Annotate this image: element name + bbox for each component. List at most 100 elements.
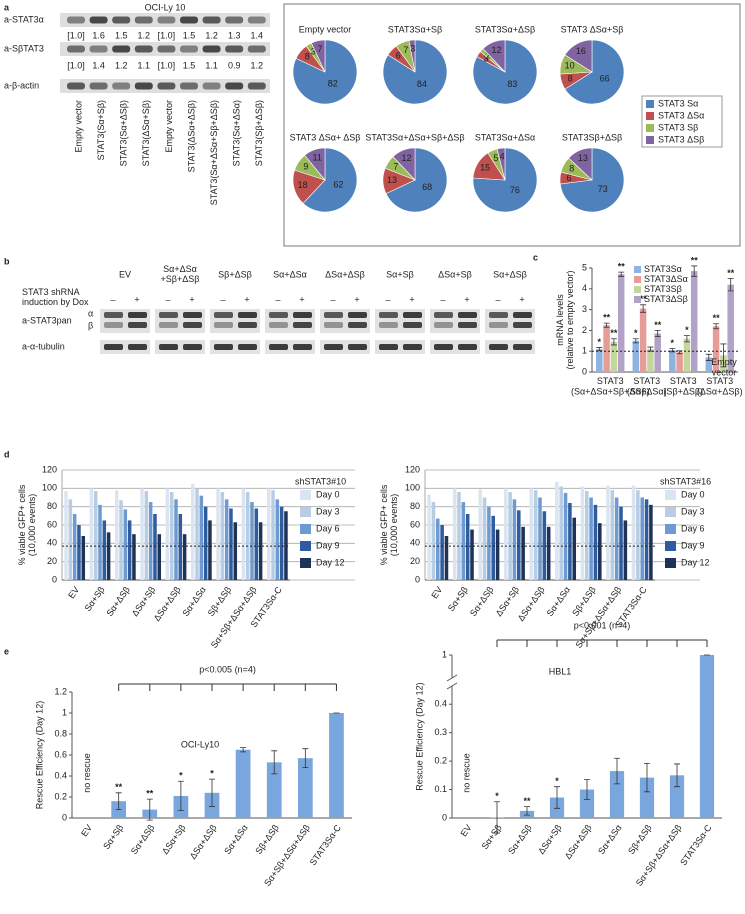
panel-label: b xyxy=(4,256,10,266)
slice-label: 11 xyxy=(313,153,322,163)
bar xyxy=(208,520,212,580)
bar xyxy=(614,497,619,580)
band xyxy=(489,344,508,350)
slice-label: 8 xyxy=(305,52,310,62)
band xyxy=(247,16,266,24)
band xyxy=(324,322,343,328)
x-tick-label: Sα+Sβ+ΔSα+ΔSβ xyxy=(209,585,259,650)
error-bar xyxy=(640,304,647,313)
quantification: 1.5 xyxy=(115,30,128,40)
bar xyxy=(610,490,615,580)
y-tick-label: 60 xyxy=(410,519,420,529)
bar xyxy=(89,488,94,580)
bar xyxy=(563,492,568,580)
bar xyxy=(271,490,275,580)
slice-label: 66 xyxy=(600,73,610,83)
band xyxy=(324,344,343,350)
slice-label: 7 xyxy=(317,44,322,54)
band xyxy=(104,344,123,350)
slice-label: 12 xyxy=(492,45,502,55)
y-tick-label: 0.8 xyxy=(54,728,67,738)
axis-break xyxy=(446,682,458,690)
bar xyxy=(508,492,512,580)
pie-slice xyxy=(382,39,448,105)
row-label: a-β-actin xyxy=(4,80,39,90)
bar xyxy=(279,506,284,580)
slice-label: 15 xyxy=(480,163,490,173)
band xyxy=(180,82,198,90)
significance: ** xyxy=(654,320,662,330)
bar xyxy=(284,511,288,580)
error-bar xyxy=(654,330,661,338)
significance: * xyxy=(685,325,689,335)
x-tick-label: ΔSα+ΔSβ xyxy=(188,823,219,861)
bar xyxy=(241,488,246,580)
legend-label: Day 3 xyxy=(681,506,705,516)
dox-sign: – xyxy=(165,294,170,304)
y-tick-label: 0.3 xyxy=(434,727,447,737)
legend-label: STAT3 ΔSα xyxy=(658,110,704,120)
band xyxy=(434,322,453,328)
error-bar xyxy=(632,338,639,344)
x-tick-label: Sα+ΔSβ xyxy=(468,585,495,618)
slice-label: 83 xyxy=(507,79,517,89)
bar xyxy=(487,506,491,580)
bar xyxy=(491,515,496,580)
x-tick-label: EV xyxy=(429,585,444,601)
bar xyxy=(644,499,649,580)
panel-label: c xyxy=(533,252,538,262)
bar xyxy=(589,497,593,580)
row-label: α xyxy=(88,308,93,318)
band xyxy=(403,312,422,318)
dox-sign: + xyxy=(299,294,304,304)
y-tick-label: 1 xyxy=(442,649,447,659)
y-tick-label: 100 xyxy=(405,483,420,493)
row-label: a-α-tubulin xyxy=(22,341,65,351)
x-tick-label: ΔSα+Sβ xyxy=(160,823,187,856)
chart-title: HBL1 xyxy=(549,666,572,676)
band xyxy=(104,322,123,328)
bar xyxy=(132,534,136,580)
error-bar xyxy=(302,748,309,768)
error-bar xyxy=(271,750,278,775)
error-bar xyxy=(603,322,610,328)
null-label: no rescue xyxy=(82,753,92,793)
band xyxy=(513,312,532,318)
bar xyxy=(482,497,487,580)
band xyxy=(458,312,477,318)
pie-title: STAT3Sα+ΔSβ xyxy=(475,24,535,34)
band xyxy=(434,312,453,318)
y-tick-label: 20 xyxy=(410,556,420,566)
band xyxy=(324,312,343,318)
slice-label: 8 xyxy=(568,73,573,83)
x-tick-label: STAT3 (Sα+ΔSα+Sβ+ΔSβ) xyxy=(571,376,650,396)
significance: ** xyxy=(727,268,735,278)
bar xyxy=(297,758,313,818)
slice-label: 8 xyxy=(569,163,574,173)
band xyxy=(238,322,257,328)
x-tick-label: ΔSα+Sβ xyxy=(494,585,521,618)
bar xyxy=(93,491,98,580)
group-label: ΔSα+ΔSβ xyxy=(325,269,365,279)
y-tick-label: 100 xyxy=(42,483,57,493)
pie-frame xyxy=(283,3,741,247)
bar xyxy=(254,508,259,580)
bar xyxy=(440,525,444,580)
slice-label: 18 xyxy=(298,180,308,190)
dox-sign: – xyxy=(385,294,390,304)
legend-label: Day 12 xyxy=(681,557,710,567)
bar xyxy=(452,488,457,580)
y-axis-label: Rescue Efficiency (Day 12) xyxy=(414,682,424,790)
bar xyxy=(148,502,153,580)
quantification: 1.2 xyxy=(205,30,218,40)
significance: * xyxy=(495,791,499,801)
y-tick-label: 0.6 xyxy=(54,749,67,759)
bar xyxy=(683,338,691,372)
bar xyxy=(669,775,685,818)
legend-label: Day 9 xyxy=(681,540,705,550)
bar xyxy=(690,271,698,372)
dox-sign: + xyxy=(519,294,524,304)
significance: ** xyxy=(610,328,618,338)
bar xyxy=(512,499,517,580)
x-tick-label: Sβ+ΔSβ xyxy=(206,585,233,618)
